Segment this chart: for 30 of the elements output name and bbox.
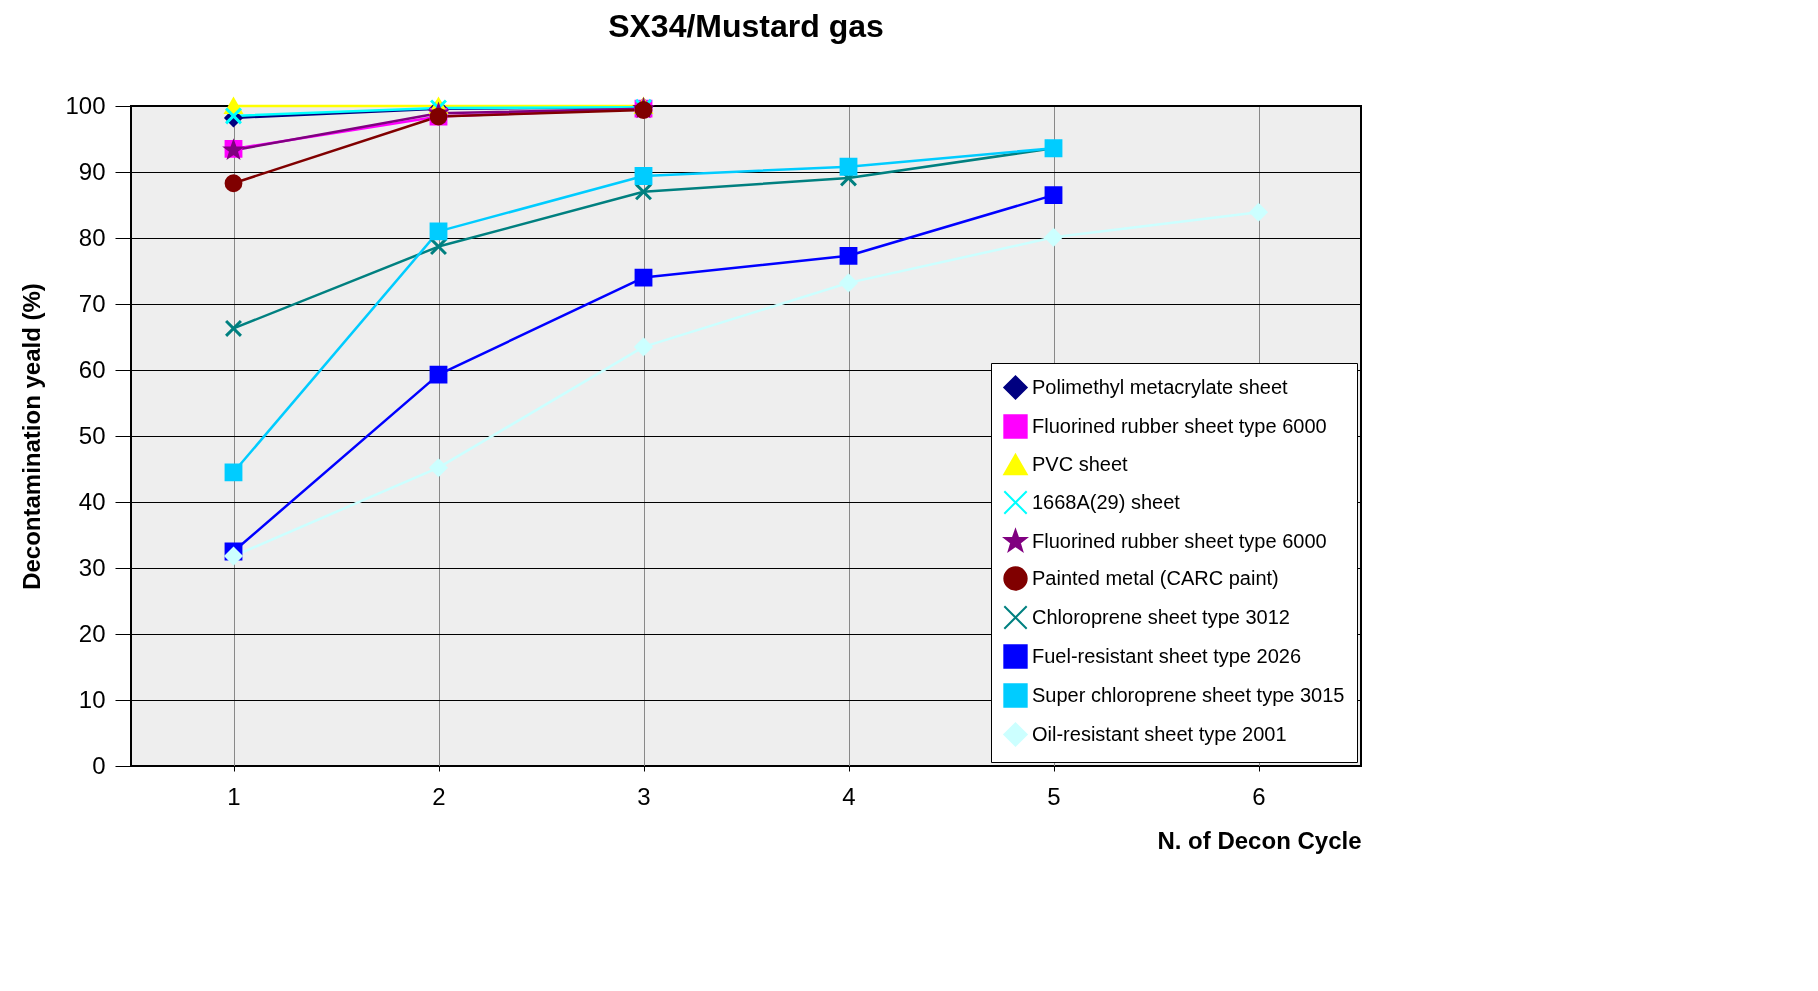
y-tick-label: 30	[78, 553, 106, 581]
legend-label: Fuel-resistant sheet type 2026	[1032, 644, 1302, 667]
legend-label: PVC sheet	[1032, 452, 1129, 475]
y-axis-title: Decontamination yeald (%)	[18, 283, 46, 590]
legend-label: Fluorined rubber sheet type 6000	[1032, 414, 1327, 437]
x-tick-label: 3	[637, 782, 651, 810]
y-tick-label: 80	[78, 223, 106, 251]
legend-label: Fluorined rubber sheet type 6000	[1032, 529, 1327, 552]
legend-label: Super chloroprene sheet type 3015	[1032, 683, 1345, 706]
x-tick-label: 6	[1252, 782, 1266, 810]
x-tick-label: 2	[432, 782, 446, 810]
chart-title: SX34/Mustard gas	[608, 7, 884, 44]
legend-label: Polimethyl metacrylate sheet	[1032, 375, 1289, 398]
y-tick-label: 20	[78, 619, 106, 647]
y-tick-label: 10	[78, 685, 106, 713]
x-tick-label: 5	[1047, 782, 1061, 810]
x-tick-label: 1	[227, 782, 241, 810]
y-tick-label: 40	[78, 487, 106, 515]
y-tick-label: 50	[78, 421, 106, 449]
legend-label: Painted metal (CARC paint)	[1032, 566, 1279, 589]
y-tick-label: 60	[78, 355, 106, 383]
y-tick-label: 0	[92, 751, 106, 779]
x-axis-title: N. of Decon Cycle	[1157, 826, 1362, 854]
y-tick-label: 90	[78, 157, 106, 185]
legend-label: 1668A(29) sheet	[1032, 490, 1181, 513]
y-tick-label: 100	[65, 91, 106, 119]
legend-label: Chloroprene sheet type 3012	[1032, 605, 1290, 628]
legend-label: Oil-resistant sheet type 2001	[1032, 722, 1287, 745]
x-tick-label: 4	[842, 782, 856, 810]
y-tick-label: 70	[78, 289, 106, 317]
